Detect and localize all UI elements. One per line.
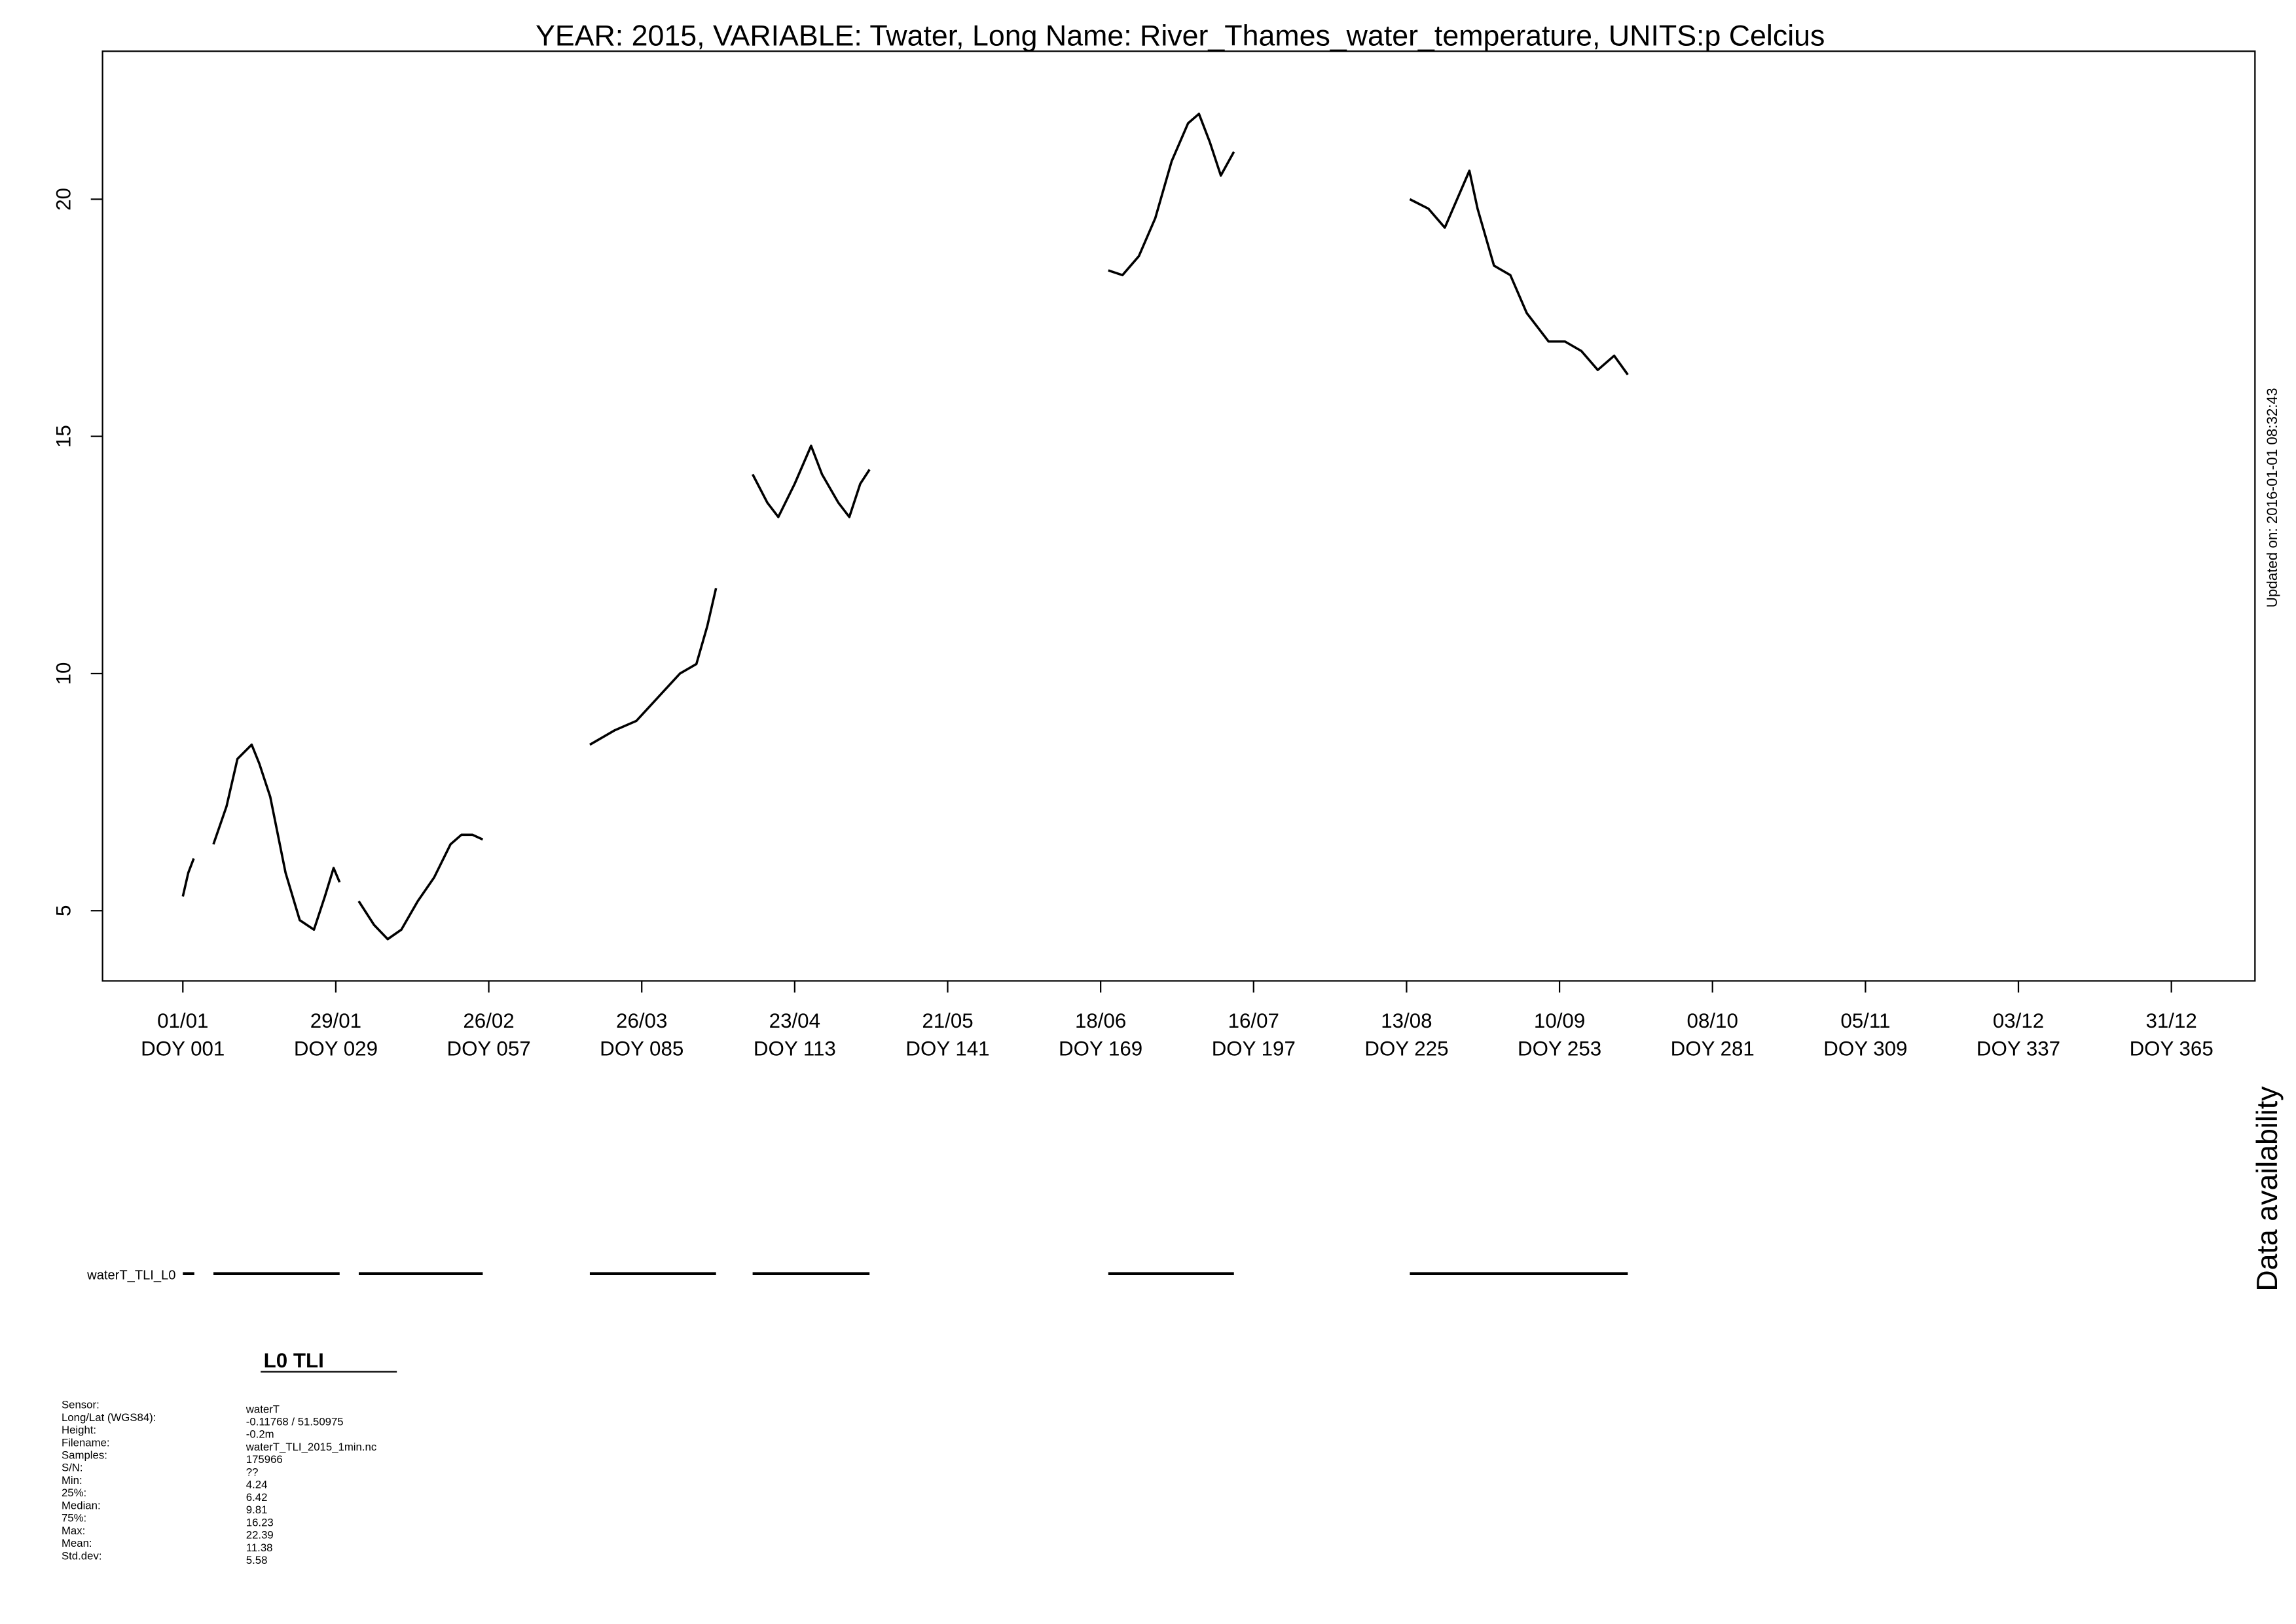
info-key: Long/Lat (WGS84):	[62, 1411, 156, 1424]
x-tick-sublabel: DOY 337	[1977, 1038, 2060, 1060]
info-key: Min:	[62, 1474, 82, 1487]
y-tick-label: 5	[52, 905, 75, 916]
x-tick-sublabel: DOY 197	[1212, 1038, 1296, 1060]
y-tick-label: 15	[52, 425, 75, 448]
availability-label: waterT_TLI_L0	[86, 1269, 175, 1283]
info-value: -0.2m	[246, 1428, 274, 1441]
x-tick-label: 26/02	[463, 1009, 514, 1032]
x-tick-label: 01/01	[157, 1009, 208, 1032]
availability-title: Data availability	[2251, 1086, 2284, 1291]
info-value: 175966	[246, 1453, 283, 1466]
x-tick-sublabel: DOY 309	[1823, 1038, 1907, 1060]
x-tick-sublabel: DOY 141	[905, 1038, 989, 1060]
info-key: Filename:	[62, 1436, 110, 1449]
info-value: 5.58	[246, 1554, 268, 1566]
info-key: Std.dev:	[62, 1549, 102, 1562]
info-value: -0.11768 / 51.50975	[246, 1416, 344, 1428]
x-tick-label: 23/04	[769, 1009, 820, 1032]
x-tick-sublabel: DOY 057	[446, 1038, 530, 1060]
info-value: 16.23	[246, 1516, 274, 1528]
info-key: S/N:	[62, 1462, 83, 1474]
x-tick-label: 13/08	[1381, 1009, 1432, 1032]
info-value: 9.81	[246, 1504, 268, 1516]
info-value: waterT_TLI_2015_1min.nc	[246, 1441, 376, 1453]
info-key: Sensor:	[62, 1399, 100, 1411]
x-tick-label: 08/10	[1687, 1009, 1738, 1032]
data-line	[181, 113, 1629, 941]
x-tick-label: 26/03	[616, 1009, 667, 1032]
x-tick-sublabel: DOY 281	[1671, 1038, 1755, 1060]
x-tick-label: 29/01	[310, 1009, 361, 1032]
info-key: Height:	[62, 1424, 96, 1436]
updated-note: Updated on: 2016-01-01 08:32:43	[2264, 388, 2280, 608]
info-key: Mean:	[62, 1537, 92, 1549]
x-tick-label: 18/06	[1075, 1009, 1126, 1032]
x-tick-label: 16/07	[1228, 1009, 1279, 1032]
x-tick-label: 03/12	[1993, 1009, 2044, 1032]
x-tick-sublabel: DOY 001	[141, 1038, 225, 1060]
x-tick-sublabel: DOY 113	[754, 1038, 836, 1060]
x-tick-sublabel: DOY 169	[1059, 1038, 1142, 1060]
x-tick-sublabel: DOY 029	[294, 1038, 378, 1060]
x-tick-label: 31/12	[2145, 1009, 2196, 1032]
info-value: 6.42	[246, 1491, 268, 1504]
x-tick-sublabel: DOY 225	[1364, 1038, 1448, 1060]
x-tick-sublabel: DOY 085	[600, 1038, 683, 1060]
x-tick-label: 21/05	[922, 1009, 973, 1032]
x-tick-label: 10/09	[1534, 1009, 1585, 1032]
y-tick-label: 20	[52, 188, 75, 211]
chart-title: YEAR: 2015, VARIABLE: Twater, Long Name:…	[536, 20, 1825, 52]
y-tick-label: 10	[52, 662, 75, 685]
info-value: ??	[246, 1466, 259, 1478]
info-key: Max:	[62, 1525, 85, 1537]
x-tick-label: 05/11	[1840, 1009, 1890, 1032]
info-value: 4.24	[246, 1479, 268, 1491]
info-key: Median:	[62, 1499, 101, 1511]
x-tick-sublabel: DOY 365	[2130, 1038, 2214, 1060]
info-title: L0 TLI	[264, 1349, 324, 1372]
info-value: waterT	[246, 1403, 280, 1415]
info-key: 25%:	[62, 1487, 86, 1499]
info-key: 75%:	[62, 1512, 86, 1525]
plot-frame	[101, 50, 2256, 982]
info-key: Samples:	[62, 1449, 107, 1461]
info-value: 11.38	[246, 1542, 273, 1554]
info-value: 22.39	[246, 1529, 274, 1542]
x-tick-sublabel: DOY 253	[1518, 1038, 1601, 1060]
